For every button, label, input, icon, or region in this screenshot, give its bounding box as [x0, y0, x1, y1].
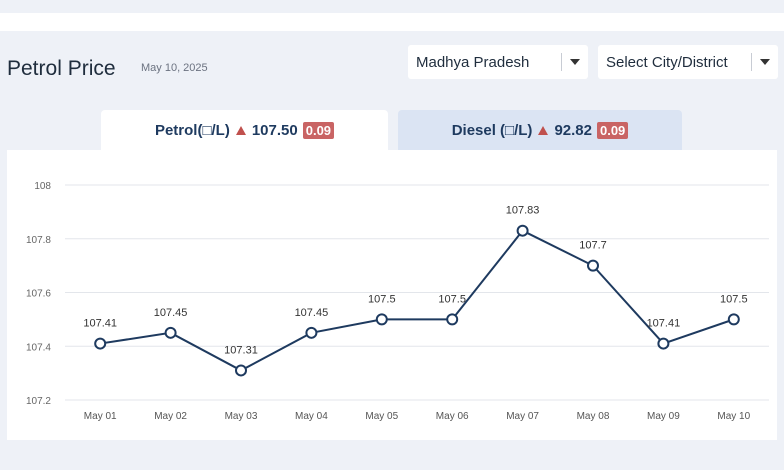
y-tick-label: 107.4 [26, 342, 51, 353]
data-point [375, 313, 388, 326]
data-point [235, 364, 247, 377]
price-header: Petrol Price May 10, 2025 Madhya Pradesh… [0, 44, 784, 108]
price-up-icon [538, 125, 549, 135]
data-label: 107.45 [154, 307, 188, 319]
tab-petrol-change-badge: 0.09 [302, 121, 335, 139]
data-point [516, 224, 529, 237]
y-tick-label: 107.8 [26, 235, 51, 246]
data-label: 107.31 [224, 344, 258, 356]
tab-petrol[interactable]: Petrol(□/L) 107.50 0.09 [101, 110, 388, 150]
city-select[interactable]: Select City/District [598, 45, 778, 79]
x-tick-label: May 05 [365, 411, 398, 422]
state-select-value: Madhya Pradesh [416, 53, 530, 71]
x-tick-label: May 04 [295, 411, 328, 422]
tab-diesel-price: 92.82 [554, 121, 592, 139]
data-label: 107.41 [647, 318, 681, 330]
price-up-icon [235, 125, 246, 135]
tab-diesel-label: Diesel (□/L) [451, 121, 533, 139]
tab-petrol-price: 107.50 [251, 121, 298, 139]
data-point [164, 326, 177, 339]
top-strip [0, 13, 784, 31]
page-title: Petrol Price [7, 57, 116, 80]
x-tick-label: May 10 [717, 411, 750, 422]
chevron-down-icon[interactable] [760, 59, 770, 65]
city-select-divider [751, 53, 752, 71]
y-tick-label: 107.2 [26, 396, 51, 407]
y-tick-label: 107.6 [26, 289, 51, 300]
data-point [446, 313, 459, 326]
state-select[interactable]: Madhya Pradesh [408, 45, 588, 79]
city-select-value: Select City/District [606, 53, 728, 71]
data-label: 107.83 [506, 205, 540, 217]
tab-diesel[interactable]: Diesel (□/L) 92.82 0.09 [398, 110, 682, 150]
price-chart-card: 108 107.8 107.6 107.4 107.2 May 01 May 02 May 0… [7, 150, 777, 440]
data-label: 107.5 [720, 293, 748, 305]
data-label: 107.45 [295, 307, 329, 319]
y-tick-label: 108 [34, 181, 51, 192]
data-point [94, 337, 107, 350]
data-label: 107.5 [368, 293, 396, 305]
data-point [587, 259, 599, 272]
tab-petrol-label: Petrol(□/L) [154, 121, 230, 139]
data-point [727, 313, 740, 326]
data-point [657, 337, 670, 350]
x-tick-label: May 08 [577, 411, 610, 422]
state-select-divider [561, 53, 562, 71]
price-line-chart: 108 107.8 107.6 107.4 107.2 May 01 May 02 May 0… [26, 181, 769, 422]
tab-diesel-change-badge: 0.09 [596, 121, 629, 139]
x-tick-label: May 03 [225, 411, 258, 422]
fuel-tabs: Petrol(□/L) 107.50 0.09 Diesel (□/L) 92.… [0, 110, 784, 150]
x-tick-label: May 02 [154, 411, 187, 422]
data-label: 107.41 [83, 318, 117, 330]
x-tick-label: May 06 [436, 411, 469, 422]
series-line [100, 229, 735, 372]
data-label: 107.7 [579, 240, 607, 252]
x-tick-label: May 07 [506, 411, 539, 422]
data-label: 107.5 [438, 293, 466, 305]
x-tick-label: May 01 [84, 411, 117, 422]
chevron-down-icon[interactable] [570, 59, 580, 65]
page-date: May 10, 2025 [141, 62, 208, 74]
x-tick-label: May 09 [647, 411, 680, 422]
data-point [305, 326, 318, 339]
